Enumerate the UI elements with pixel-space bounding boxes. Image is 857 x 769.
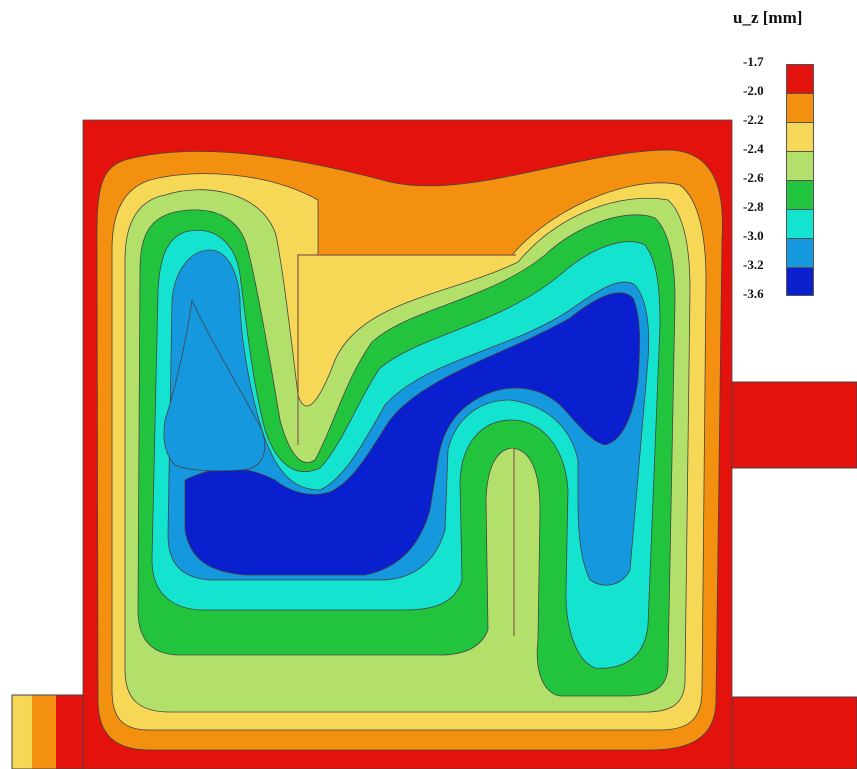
legend-swatch xyxy=(786,209,814,238)
legend-label: -2.4 xyxy=(743,141,764,156)
legend-label: -3.6 xyxy=(743,286,764,301)
right-member-upper xyxy=(731,381,857,469)
legend-swatch xyxy=(786,93,814,122)
legend-label: -2.8 xyxy=(743,199,764,214)
contour-band-8 xyxy=(184,292,641,576)
wall-lines xyxy=(297,254,516,636)
upper-wall-line xyxy=(297,254,516,445)
legend-swatch xyxy=(786,267,814,296)
legend-label: -2.0 xyxy=(743,83,764,98)
legend-swatch xyxy=(786,151,814,180)
legend-title: u_z [mm] xyxy=(733,8,803,27)
legend-label: -2.2 xyxy=(743,112,764,127)
legend-label: -2.6 xyxy=(743,170,764,185)
plate xyxy=(82,119,733,769)
right-member-lower xyxy=(731,696,857,769)
legend-label: -1.7 xyxy=(743,54,764,69)
legend-swatch xyxy=(786,64,814,93)
legend-label: -3.0 xyxy=(743,228,764,243)
legend-swatch xyxy=(786,180,814,209)
left-member xyxy=(11,694,84,769)
legend-swatch xyxy=(786,122,814,151)
legend-swatch xyxy=(786,238,814,267)
contour-band-7-lobe xyxy=(163,299,266,472)
legend-label: -3.2 xyxy=(743,257,764,272)
